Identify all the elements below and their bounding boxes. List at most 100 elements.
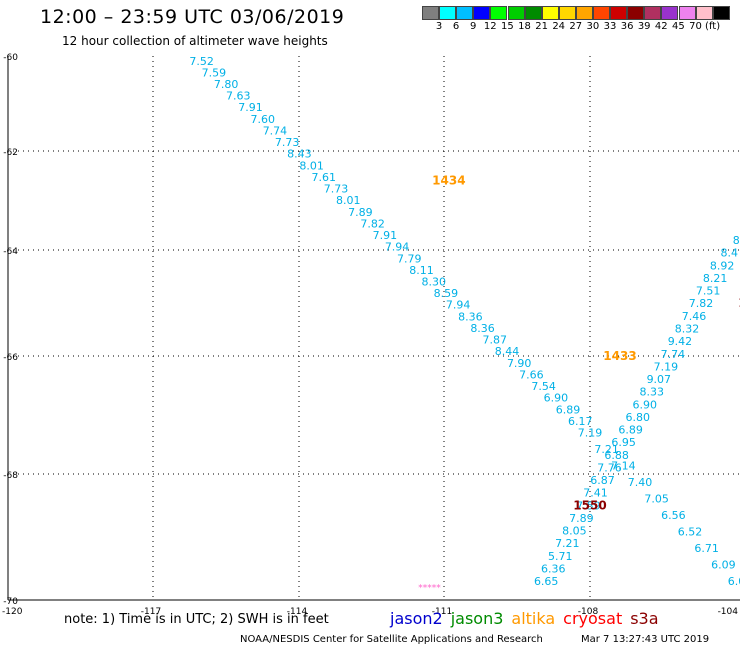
color-scale-label: 18 [518,21,531,32]
color-scale-label: 21 [535,21,548,32]
wave-height-value: 7.66 [519,368,544,381]
wave-height-value: 7.76 [597,461,622,474]
wave-height-value: 6.36 [541,562,566,575]
color-swatch [678,6,696,20]
wave-height-value: 8.01 [299,159,324,172]
color-swatch [541,6,559,20]
wave-height-value: 8.36 [458,310,483,323]
wave-height-value: 5.71 [548,550,573,563]
wave-height-value: 6.89 [556,403,581,416]
color-swatch [712,6,730,20]
color-scale-label: 39 [637,21,651,32]
wave-height-value: 7.41 [583,487,608,500]
wave-height-value: 7.46 [682,310,707,323]
color-scale-label: 24 [552,21,566,32]
color-scale-label: 15 [501,21,514,32]
wave-height-value: 7.19 [578,427,603,440]
wave-height-value: 7.73 [324,183,349,196]
longitude-tick-label: -114 [287,607,308,617]
generated-timestamp: Mar 7 13:27:43 UTC 2019 [581,634,710,645]
wave-height-value: 7.05 [644,493,669,506]
pass-time-label: 1550 [573,499,606,513]
wave-height-value: 7.21 [594,443,619,456]
wave-height-value: 7.79 [397,252,422,265]
wave-height-value: 7.21 [555,537,580,550]
color-swatch [644,6,662,20]
wave-height-value: 6.56 [661,509,686,522]
wave-height-value: 7.89 [348,206,373,219]
longitude-tick-label: -104 [718,607,739,617]
wave-height-value: 6.95 [611,436,636,449]
data-marker: ***** [418,583,441,593]
satellite-altika: altika [511,609,556,628]
satellite-jason3: jason3 [450,609,504,628]
color-scale-label: (ft) [705,21,721,32]
color-swatch [524,6,542,20]
wave-height-value: 9.07 [647,373,672,386]
wave-height-value: 8.21 [703,272,728,285]
wave-height-value: 7.60 [250,113,275,126]
wave-height-value: 7.63 [226,90,251,103]
wave-height-value: 9.42 [668,335,693,348]
color-scale-label: 70 [689,21,702,32]
wave-height-value: 7.87 [483,334,508,347]
wave-height-value: 7.73 [275,136,300,149]
wave-height-value: 7.94 [385,241,410,254]
wave-height-value: 7.91 [373,229,398,242]
wave-height-value: 8.36 [470,322,495,335]
wave-height-value: 7.59 [202,66,227,79]
color-swatch [490,6,508,20]
wave-height-value: 8.30 [421,275,446,288]
latitude-tick-label: -68 [3,471,18,481]
wave-height-value: 7.90 [507,357,532,370]
wave-height-value: 7.91 [238,101,263,114]
wave-height-value: 8.43 [287,148,312,161]
color-scale-label: 45 [672,21,685,32]
wave-height-value: 8.44 [495,345,520,358]
wave-height-value: 6.65 [534,575,559,588]
wave-height-value: 7.74 [661,348,686,361]
color-swatch [661,6,679,20]
pass-time-label: 1433 [603,349,636,363]
wave-height-value: 7.40 [628,476,653,489]
longitude-tick-label: -108 [578,607,599,617]
wave-height-value: 8.4 [720,247,738,260]
wave-height-value: 6.17 [568,415,593,428]
chart-title: 12:00 – 23:59 UTC 03/06/2019 [40,6,345,28]
wave-height-value: 7.82 [689,297,714,310]
wave-height-value: 7.52 [189,55,214,68]
color-scale-label: 36 [620,21,634,32]
color-swatch [593,6,610,20]
latitude-tick-label: -60 [3,53,18,63]
color-swatch [456,6,474,20]
satellite-cryosat: cryosat [563,609,623,628]
pass-time-label: 1434 [432,174,465,188]
latitude-tick-label: -70 [3,597,18,607]
wave-height-value: 8.33 [640,386,665,399]
satellite-s3a: s3a [630,609,659,628]
color-swatch [422,6,439,20]
wave-height-value: 7.19 [654,360,679,373]
wave-height-value: 7.94 [446,299,471,312]
wave-height-value: 7.82 [360,217,385,230]
credit-line: NOAA/NESDIS Center for Satellite Applica… [240,634,543,645]
wave-height-value: 6.87 [590,474,615,487]
wave-height-value: 7.14 [611,460,636,473]
color-scale-label: 3 [435,21,443,32]
longitude-tick-label: -117 [141,607,161,617]
color-swatch [439,6,457,20]
wave-height-value: 6.71 [694,542,719,555]
wave-height-value: 6.03 [728,575,740,588]
wave-height-value: 8.11 [409,264,434,277]
wave-height-value: 6.09 [711,559,736,572]
color-scale-label: 42 [654,21,668,32]
wave-height-value: 8.59 [434,287,459,300]
wave-height-value: 6.90 [632,398,657,411]
wave-height-value: 7.59 [576,499,601,512]
satellite-jason2: jason2 [390,609,443,628]
color-scale-label: 33 [603,21,617,32]
color-swatch [558,6,576,20]
chart-subtitle: 12 hour collection of altimeter wave hei… [62,34,328,48]
wave-height-value: 7.80 [214,78,239,91]
latitude-tick-label: -66 [3,353,18,363]
